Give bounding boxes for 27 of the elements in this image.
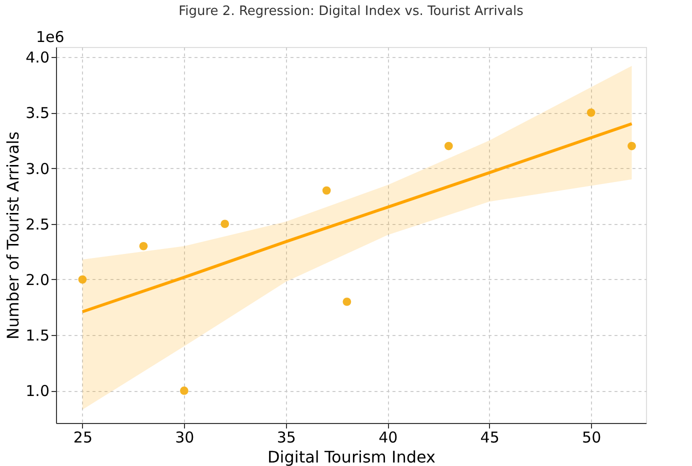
point [586, 108, 596, 117]
x-tick-label: 40 [378, 428, 398, 446]
y-tick-label: 4.0 [26, 48, 50, 67]
point [78, 275, 87, 284]
text: 1e6 [36, 28, 64, 46]
point [444, 142, 453, 150]
point [342, 298, 352, 306]
x-tick-label: 45 [480, 428, 500, 446]
x-tick-label: 25 [73, 428, 92, 446]
y-tick-label: 3.0 [26, 160, 50, 178]
line-series [80, 122, 634, 314]
x-tick-label: 30 [175, 428, 194, 446]
x-tick-label: 50 [582, 428, 602, 446]
x-tick-label: 35 [276, 428, 296, 446]
y-tick-label: 2.5 [26, 215, 50, 234]
y-tick-label: 1.5 [26, 326, 50, 345]
point [139, 242, 148, 250]
x-axis-title: Digital Tourism Index [267, 448, 436, 466]
y-tick-label: 1.0 [26, 382, 50, 400]
y-tick-label: 2.0 [26, 270, 50, 289]
y-tick-label: 3.5 [26, 104, 50, 122]
point [180, 386, 188, 395]
y-axis-title: Number of Tourist Arrivals [4, 132, 23, 340]
point [220, 220, 230, 228]
chart-title: Figure 2. Regression: Digital Index vs. Tourist Arrivals [178, 4, 524, 19]
point [322, 186, 331, 195]
point [628, 142, 636, 150]
